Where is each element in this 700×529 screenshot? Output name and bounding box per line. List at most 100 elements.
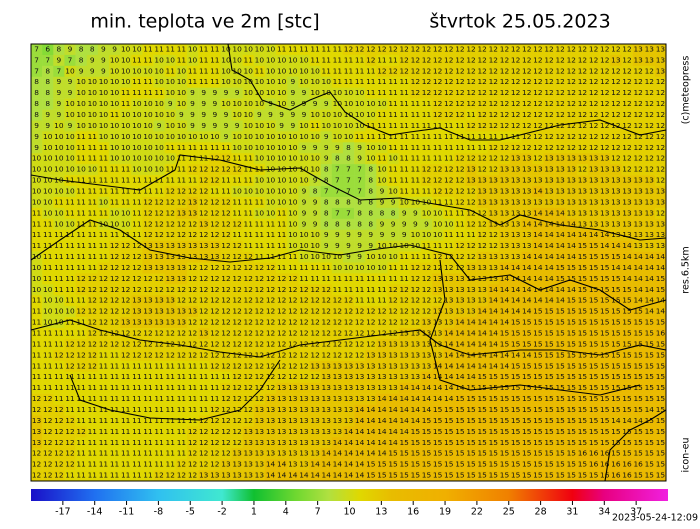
temp-value: 15 [600,307,610,316]
temp-value: 8 [380,208,385,217]
temp-value: 12 [555,66,564,75]
temp-cell [64,87,76,99]
temp-value: 15 [422,460,432,469]
temp-value: 11 [88,460,98,469]
temp-cell [498,54,511,67]
temp-value: 10 [65,154,75,163]
temp-value: 10 [310,241,320,250]
temp-cell [565,109,578,121]
temp-value: 10 [322,88,332,97]
temp-value: 15 [567,339,577,348]
temp-value: 15 [366,460,376,469]
temp-value: 13 [466,285,476,294]
temp-value: 10 [310,110,320,119]
temp-value: 11 [366,121,376,130]
temp-value: 12 [455,186,464,195]
temp-cell [476,98,489,110]
temp-value: 11 [455,208,465,217]
temp-value: 10 [344,88,354,97]
temp-value: 12 [54,471,63,480]
temp-cell [153,196,165,209]
temp-value: 14 [344,438,354,447]
temp-value: 15 [611,361,621,370]
temp-value: 12 [533,66,542,75]
temp-value: 12 [600,55,609,64]
temp-cell [465,186,477,198]
temp-value: 12 [43,449,52,458]
temp-value: 12 [199,438,208,447]
temp-cell [298,98,310,110]
temp-value: 12 [232,318,241,327]
temp-cell [465,44,477,56]
temp-value: 12 [477,230,486,239]
temp-value: 15 [522,416,532,425]
temp-value: 10 [221,99,231,108]
temp-value: 12 [455,110,464,119]
temp-value: 15 [555,350,565,359]
temp-cell [476,76,489,88]
temp-cell [231,87,243,99]
temp-value: 11 [65,405,75,414]
temp-value: 11 [177,372,187,381]
temp-value: 13 [455,285,465,294]
temp-value: 12 [43,460,52,469]
temp-value: 11 [266,219,276,228]
temp-value: 15 [578,339,588,348]
temp-value: 10 [154,154,164,163]
temp-value: 12 [466,219,475,228]
temp-cell [108,196,121,209]
temp-cell [209,54,221,67]
temp-value: 12 [600,66,609,75]
temp-cell [354,54,366,67]
temp-cell [298,65,310,78]
temp-value: 11 [76,230,86,239]
temp-value: 10 [132,44,142,53]
temp-value: 9 [201,110,206,119]
temp-value: 15 [622,394,632,403]
temp-value: 11 [143,88,153,97]
temp-value: 12 [477,219,486,228]
temp-value: 12 [110,274,119,283]
temp-cell [64,142,76,154]
temp-value: 14 [511,263,521,272]
temp-cell [287,164,299,176]
temp-cell [75,131,88,143]
temp-value: 14 [533,241,543,250]
temp-value: 12 [299,307,308,316]
temp-value: 15 [578,471,588,480]
temp-value: 13 [578,208,588,217]
temp-cell [276,164,288,176]
temp-cell [643,65,656,78]
temp-value: 10 [244,99,254,108]
temp-cell [654,54,667,67]
temp-value: 13 [310,405,320,414]
temp-value: 13 [567,186,577,195]
temp-cell [342,44,355,56]
temp-cell [432,87,444,99]
temp-cell [554,76,567,88]
temp-value: 8 [45,88,50,97]
temp-cell [342,98,355,110]
colorbar-tick-label: 13 [375,507,387,518]
temp-value: 12 [188,318,197,327]
temp-value: 12 [600,77,609,86]
temp-value: 10 [355,263,365,272]
temp-value: 13 [656,219,666,228]
temp-cell [521,44,533,56]
temp-value: 11 [399,143,409,152]
temp-value: 9 [424,219,429,228]
temp-value: 9 [402,230,407,239]
temp-cell [510,207,522,220]
temp-value: 11 [422,110,432,119]
temp-value: 12 [399,285,408,294]
temp-value: 12 [188,449,197,458]
temp-cell [331,44,344,56]
temp-value: 7 [335,176,340,185]
temp-value: 11 [143,471,153,480]
temp-value: 11 [366,77,376,86]
temp-cell [276,186,288,198]
temp-cell [164,175,177,187]
temp-value: 15 [433,427,443,436]
temp-value: 10 [154,66,164,75]
temp-value: 11 [388,110,398,119]
